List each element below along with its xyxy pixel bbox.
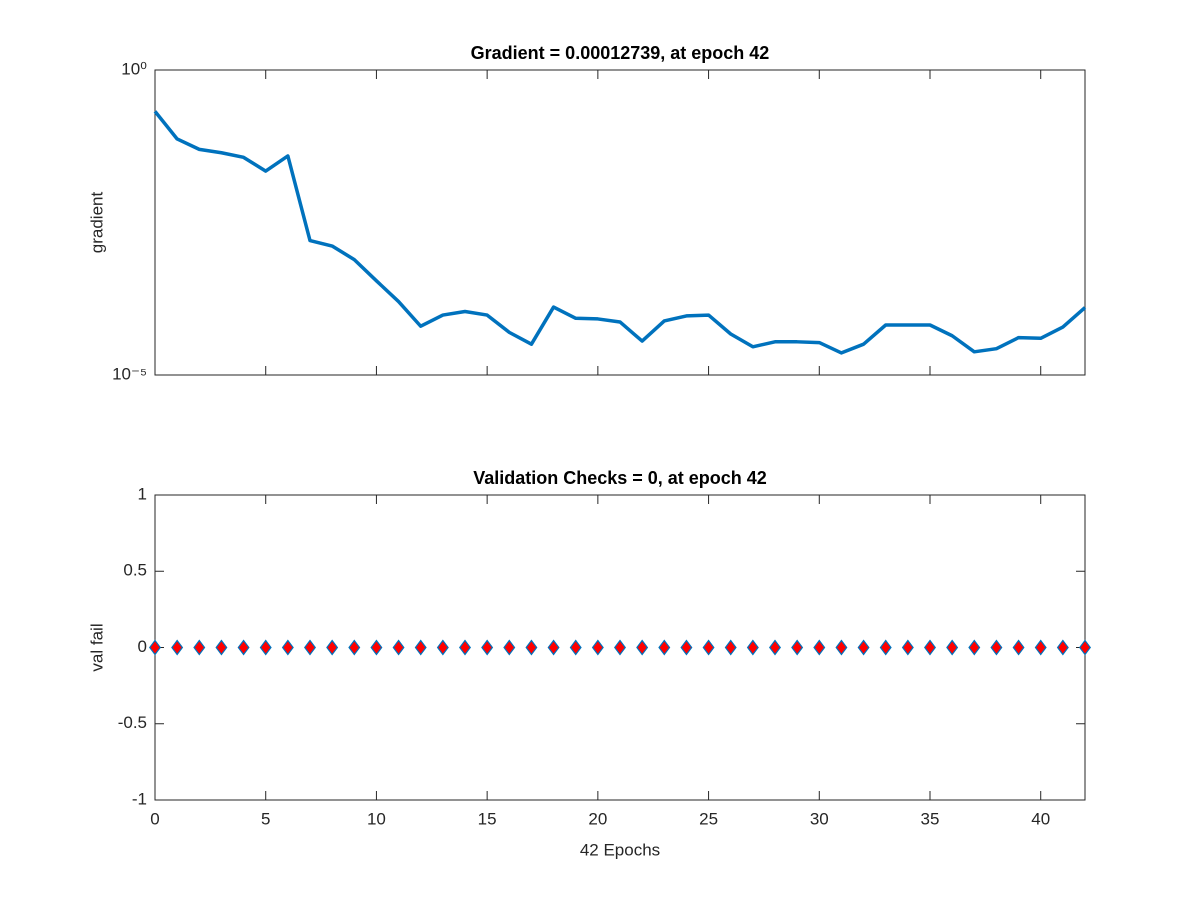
data-point	[547, 639, 560, 656]
data-point	[835, 639, 848, 656]
x-tick-label: 5	[261, 809, 270, 828]
data-point	[1079, 639, 1091, 656]
chart-title: Gradient = 0.00012739, at epoch 42	[471, 43, 770, 63]
data-point	[724, 639, 737, 656]
y-tick-label: -0.5	[118, 713, 147, 732]
data-point	[370, 639, 383, 656]
y-axis-label: val fail	[87, 623, 106, 671]
data-point	[879, 639, 892, 656]
data-point	[304, 639, 316, 656]
data-point	[990, 639, 1003, 656]
chart-title: Validation Checks = 0, at epoch 42	[473, 468, 767, 488]
data-point	[569, 639, 582, 656]
data-point	[481, 639, 494, 656]
y-tick-label: -1	[132, 789, 147, 808]
x-tick-label: 10	[367, 809, 386, 828]
data-point	[193, 639, 206, 656]
data-point	[215, 639, 228, 656]
y-tick-label: 0	[138, 637, 147, 656]
data-point	[636, 639, 649, 656]
data-point	[259, 639, 272, 656]
x-tick-label: 40	[1031, 809, 1050, 828]
data-point	[680, 639, 693, 656]
x-tick-label: 30	[810, 809, 829, 828]
data-point	[171, 639, 184, 656]
data-point	[746, 639, 759, 656]
data-point	[702, 639, 715, 656]
data-point	[901, 639, 914, 656]
data-point	[1034, 639, 1047, 656]
plot-area	[154, 69, 1086, 376]
data-point	[968, 639, 981, 656]
x-axis-label: 42 Epochs	[580, 840, 660, 859]
data-point	[591, 639, 604, 656]
data-point	[1056, 639, 1069, 656]
data-point	[813, 639, 826, 656]
data-point	[525, 639, 538, 656]
data-point	[149, 639, 161, 656]
data-point	[946, 639, 959, 656]
y-tick-label: 0.5	[123, 561, 147, 580]
data-point	[281, 639, 294, 656]
y-tick-label: 10⁰	[121, 59, 147, 78]
data-point	[857, 639, 870, 656]
data-point	[503, 639, 516, 656]
data-point	[348, 639, 361, 656]
x-tick-label: 15	[478, 809, 497, 828]
data-point	[237, 639, 250, 656]
data-point	[392, 639, 405, 656]
data-point	[436, 639, 449, 656]
y-tick-label: 10⁻⁵	[112, 364, 147, 383]
data-point	[614, 639, 626, 656]
y-tick-label: 1	[138, 484, 147, 503]
data-point	[326, 639, 339, 656]
x-tick-label: 20	[588, 809, 607, 828]
data-point	[658, 639, 671, 656]
y-axis-label: gradient	[87, 192, 106, 254]
subplot: 10⁻⁵ 10⁰ Gradient = 0.00012739, at epoch 4…	[87, 43, 1087, 383]
x-tick-label: 35	[921, 809, 940, 828]
data-point	[1012, 639, 1025, 656]
data-line	[153, 110, 1087, 355]
x-tick-label: 0	[150, 809, 159, 828]
data-point	[459, 639, 471, 656]
x-tick-label: 25	[699, 809, 718, 828]
data-point	[414, 639, 427, 656]
data-point	[769, 639, 781, 656]
data-point	[791, 639, 804, 656]
data-point	[924, 639, 936, 656]
